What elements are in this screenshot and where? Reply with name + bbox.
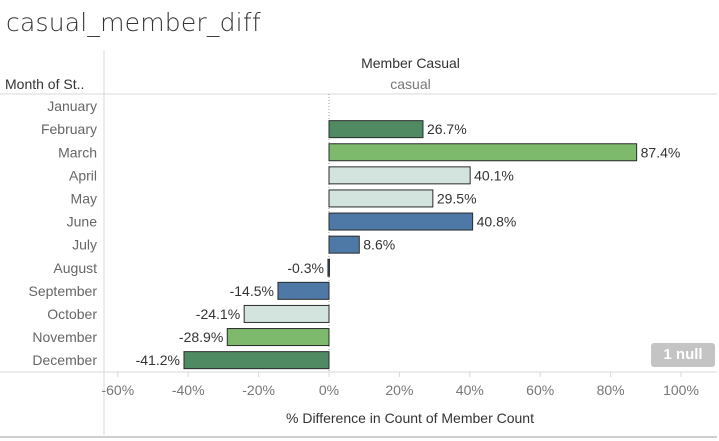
bar-october bbox=[243, 304, 330, 323]
bar-march bbox=[328, 143, 638, 162]
x-tick-label: 0% bbox=[319, 382, 339, 398]
bars: January February 26.7% March 87.4% April 40.1%… bbox=[29, 98, 681, 370]
value-label-september: -14.5% bbox=[230, 283, 274, 299]
x-axis-title: % Difference in Count of Member Count bbox=[286, 410, 534, 426]
bar-november bbox=[226, 328, 330, 347]
row-label-november: November bbox=[32, 329, 97, 345]
row-label-february: February bbox=[41, 121, 97, 137]
x-tick-label: -20% bbox=[242, 382, 275, 398]
x-tick-label: 60% bbox=[526, 382, 554, 398]
null-indicator-badge[interactable]: 1 null bbox=[651, 343, 715, 367]
value-label-may: 29.5% bbox=[437, 190, 477, 206]
chart-title: casual_member_diff bbox=[6, 8, 261, 37]
x-tick-label: 40% bbox=[456, 382, 484, 398]
bar-august bbox=[327, 258, 330, 277]
x-tick-label: 20% bbox=[385, 382, 413, 398]
value-label-december: -41.2% bbox=[136, 352, 180, 368]
bar-may bbox=[328, 189, 434, 208]
column-header-value: casual bbox=[390, 76, 431, 92]
value-label-august: -0.3% bbox=[287, 260, 324, 276]
bar-july bbox=[328, 235, 360, 254]
value-label-july: 8.6% bbox=[363, 237, 395, 253]
value-label-march: 87.4% bbox=[641, 144, 681, 160]
value-label-october: -24.1% bbox=[196, 306, 240, 322]
row-label-april: April bbox=[69, 167, 97, 183]
bar-june bbox=[328, 212, 474, 231]
x-tick-label: 80% bbox=[597, 382, 625, 398]
row-label-october: October bbox=[47, 306, 97, 322]
bar-april bbox=[328, 166, 471, 185]
row-label-september: September bbox=[29, 283, 98, 299]
x-tick-label: 100% bbox=[663, 382, 699, 398]
row-label-july: July bbox=[72, 237, 97, 253]
bar-september bbox=[277, 281, 330, 300]
row-label-may: May bbox=[71, 190, 97, 206]
row-header[interactable]: Month of St.. bbox=[5, 76, 85, 92]
row-label-march: March bbox=[58, 144, 97, 160]
x-axis: -60% -40% -20% 0% 20% 40% 60% 80% 100% % Differen… bbox=[101, 372, 699, 426]
bar-december bbox=[183, 351, 330, 370]
x-tick-label: -40% bbox=[172, 382, 205, 398]
value-label-april: 40.1% bbox=[474, 167, 514, 183]
row-label-august: August bbox=[53, 260, 97, 276]
value-label-february: 26.7% bbox=[427, 121, 467, 137]
value-label-june: 40.8% bbox=[477, 214, 517, 230]
row-label-january: January bbox=[47, 98, 97, 114]
value-label-november: -28.9% bbox=[179, 329, 223, 345]
row-label-december: December bbox=[32, 352, 97, 368]
x-tick-label: -60% bbox=[101, 382, 134, 398]
row-label-june: June bbox=[67, 214, 98, 230]
chart-structure bbox=[0, 50, 717, 438]
column-header-title: Member Casual bbox=[361, 55, 460, 71]
bar-february bbox=[328, 120, 424, 139]
